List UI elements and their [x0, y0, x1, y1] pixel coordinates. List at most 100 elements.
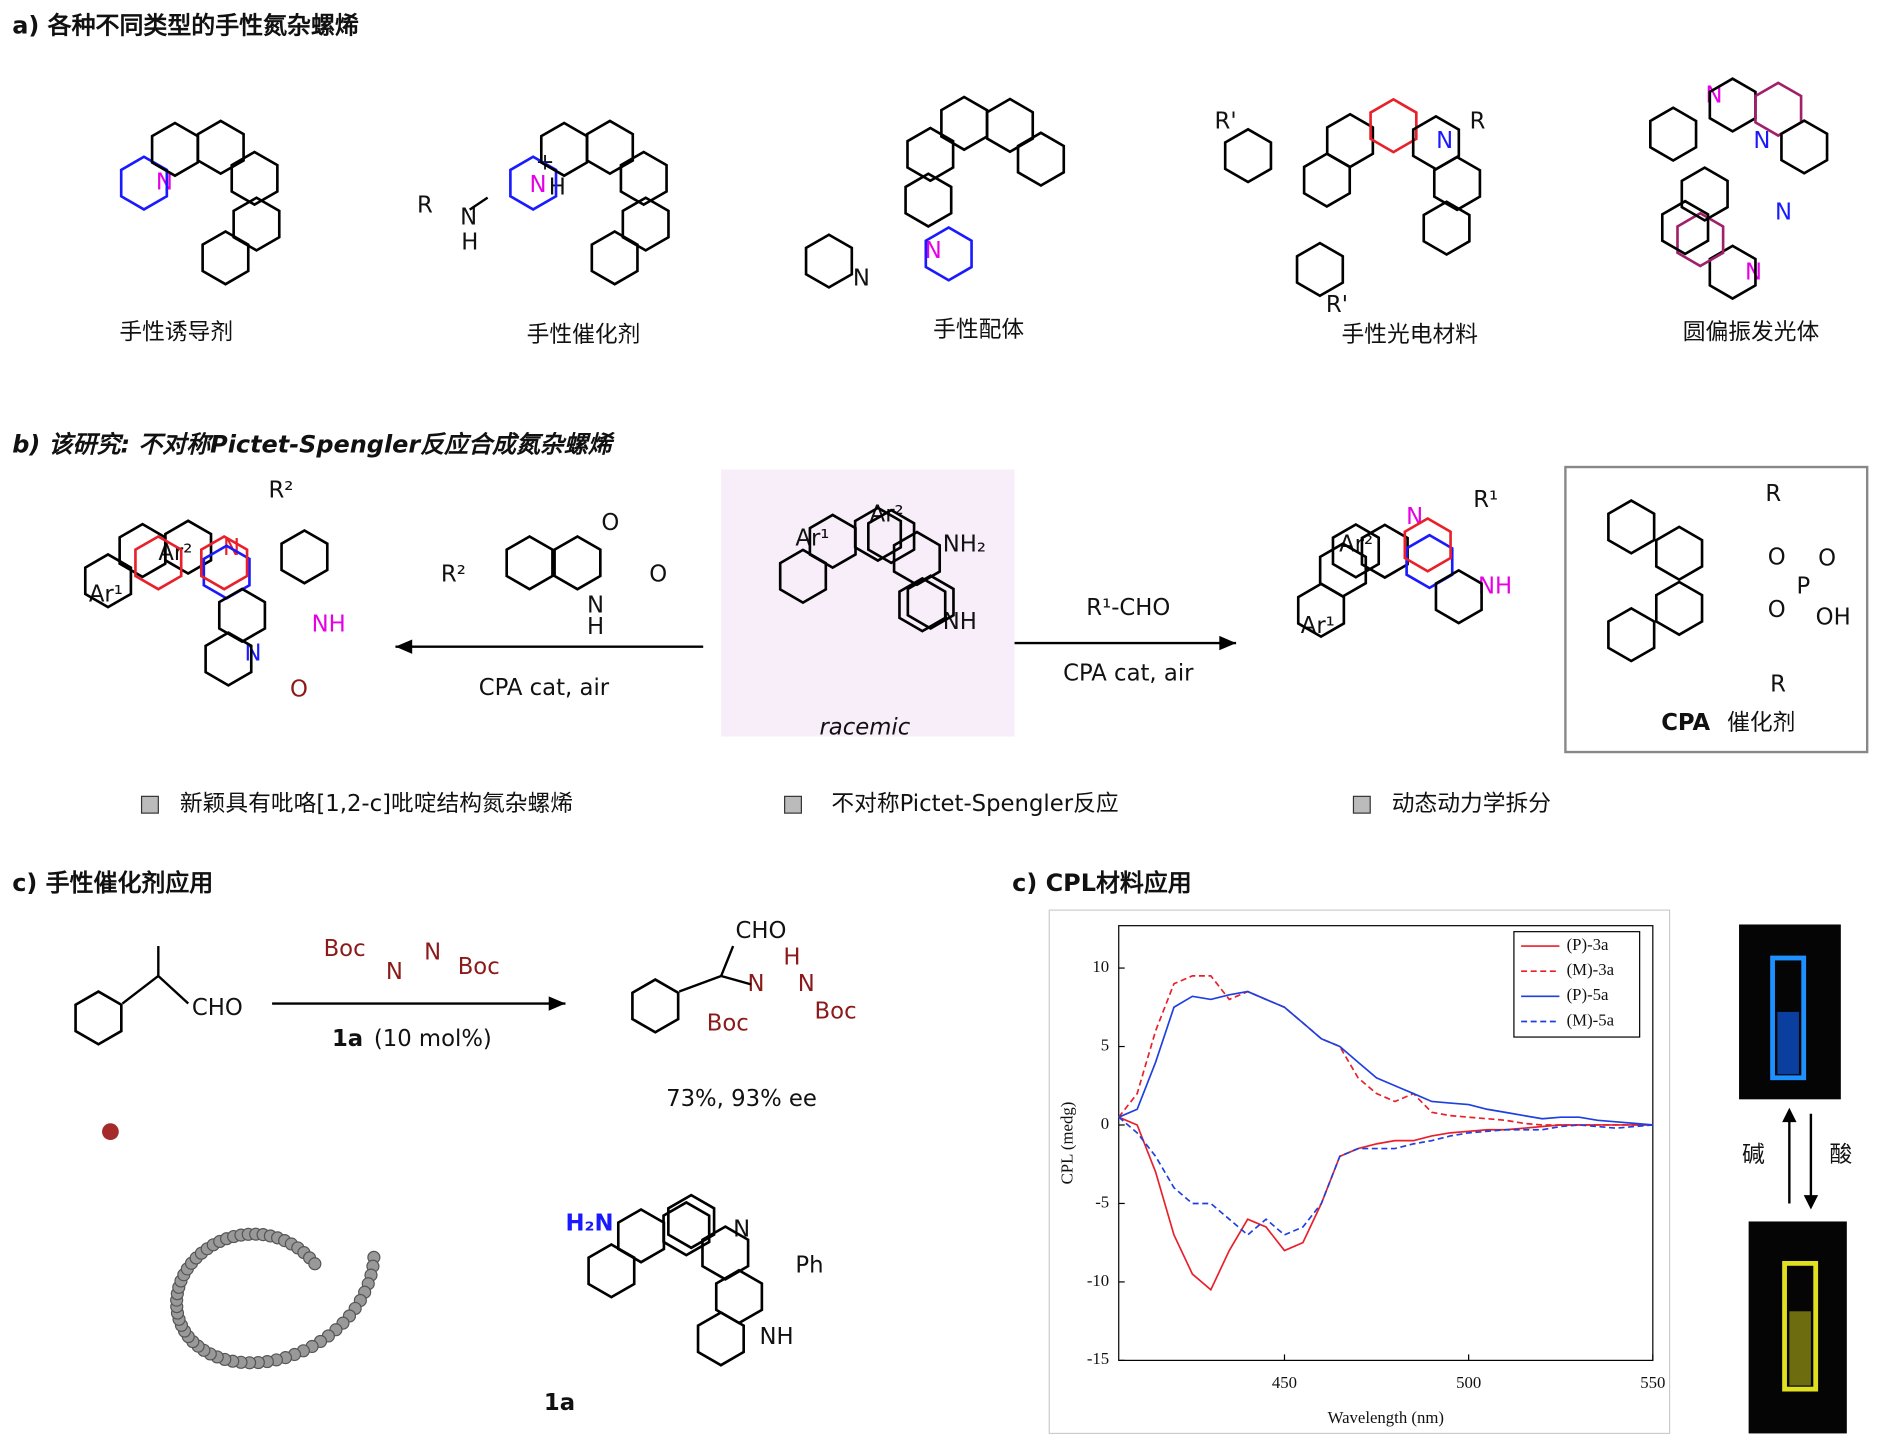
atom: Ar² — [158, 540, 192, 566]
caption: 手性配体 — [933, 317, 1024, 343]
ring — [924, 226, 973, 282]
ring — [1680, 166, 1729, 222]
bond — [157, 975, 190, 1005]
ring — [621, 196, 670, 252]
ring — [553, 534, 602, 591]
ring — [619, 150, 668, 207]
ring — [1676, 211, 1725, 268]
reagent: R¹-CHO — [1086, 595, 1170, 621]
atom: N — [587, 592, 604, 618]
atom: N — [853, 266, 870, 292]
atom: NH — [1478, 573, 1512, 599]
ring — [940, 95, 989, 152]
ring — [585, 119, 635, 176]
highlight: 新颖具有吡咯[1,2-c]吡啶结构氮杂螺烯 — [180, 791, 573, 817]
atom: Ar¹ — [89, 582, 123, 608]
caption: 催化剂 — [1727, 710, 1795, 736]
y-axis-label: CPL (medg) — [1057, 1102, 1076, 1185]
section-title: c) CPL材料应用 — [1012, 869, 1192, 897]
y-tick-label: -10 — [1087, 1271, 1109, 1290]
ring — [1708, 77, 1757, 133]
ring — [1360, 523, 1409, 580]
atom: O — [601, 510, 619, 536]
arrowhead — [548, 996, 566, 1011]
atom: H₂N — [565, 1210, 613, 1236]
atom: O — [649, 561, 667, 587]
ring — [1660, 199, 1710, 256]
label: 碱 — [1742, 1142, 1765, 1168]
legend-label: (M)-3a — [1567, 960, 1615, 979]
atom: N — [460, 204, 477, 230]
ring — [590, 229, 639, 286]
atom: N — [424, 940, 441, 966]
atom: R² — [268, 477, 293, 503]
bullet — [784, 795, 802, 814]
section-a: a) 各种不同类型的手性氮杂螺烯 手性诱导剂 手性催化剂 手性配体 手性光电材料… — [12, 11, 1819, 347]
x-tick-label: 500 — [1456, 1373, 1481, 1392]
atom: Boc — [815, 998, 857, 1024]
ring — [1325, 112, 1375, 169]
ring — [201, 229, 250, 286]
compound-name: 1a — [544, 1390, 575, 1416]
section-title: a) 各种不同类型的手性氮杂螺烯 — [12, 11, 359, 39]
ring — [898, 576, 947, 633]
atom: NH — [943, 609, 977, 635]
ring — [1654, 525, 1704, 582]
solution — [1777, 1011, 1799, 1075]
atom: N — [1775, 200, 1792, 226]
bullet — [1352, 795, 1371, 814]
ring — [1432, 155, 1482, 212]
arrowhead — [395, 639, 413, 654]
condition: CPA cat, air — [479, 675, 610, 701]
atom: Boc — [324, 936, 366, 962]
atom: N — [386, 959, 403, 985]
ring — [1369, 97, 1418, 154]
ring — [1434, 568, 1483, 625]
condition: 1a — [332, 1026, 363, 1052]
y-tick-label: -5 — [1095, 1192, 1109, 1211]
caption: 手性诱导剂 — [119, 319, 233, 345]
ring — [696, 1310, 745, 1367]
substrate-box — [721, 469, 1015, 737]
note: racemic — [819, 715, 910, 741]
condition: (10 mol%) — [374, 1026, 492, 1052]
y-tick-label: -15 — [1087, 1349, 1109, 1368]
ring — [906, 574, 955, 630]
ring — [662, 1200, 711, 1257]
series-line — [1118, 990, 1653, 1126]
atom: R — [1770, 671, 1786, 697]
atom: Ph — [795, 1252, 823, 1278]
caption: CPA — [1661, 710, 1710, 736]
ring — [1331, 522, 1381, 579]
ring — [904, 172, 953, 228]
section-title: c) 手性催化剂应用 — [12, 869, 213, 897]
ring — [631, 978, 680, 1034]
ring — [1405, 533, 1454, 590]
bond — [720, 945, 735, 977]
section-title: b) 该研究: 不对称Pictet-Spengler反应合成氮杂螺烯 — [12, 430, 616, 458]
atom: R' — [1326, 292, 1348, 318]
ring — [985, 97, 1035, 154]
caption: 手性光电材料 — [1341, 322, 1478, 348]
ring — [804, 233, 854, 289]
ring — [1422, 200, 1471, 256]
atom: O — [1768, 545, 1786, 571]
arrowhead — [1782, 1107, 1797, 1123]
series-line — [1118, 1116, 1653, 1292]
legend-label: (M)-5a — [1567, 1010, 1615, 1029]
y-tick-label: 0 — [1101, 1114, 1109, 1133]
ring — [616, 1207, 666, 1264]
series-line — [1118, 975, 1653, 1126]
atom: Boc — [458, 954, 500, 980]
ring — [1607, 499, 1656, 555]
plot-frame — [1118, 925, 1654, 1361]
ring — [196, 119, 245, 176]
catalyst-box — [1564, 465, 1869, 754]
atom: O — [1768, 597, 1786, 623]
ring — [134, 534, 183, 591]
y-tick-label: 5 — [1101, 1035, 1109, 1054]
atom: H — [461, 230, 478, 256]
atom: NH₂ — [943, 531, 986, 557]
ring — [232, 196, 281, 252]
ring — [1223, 127, 1273, 184]
